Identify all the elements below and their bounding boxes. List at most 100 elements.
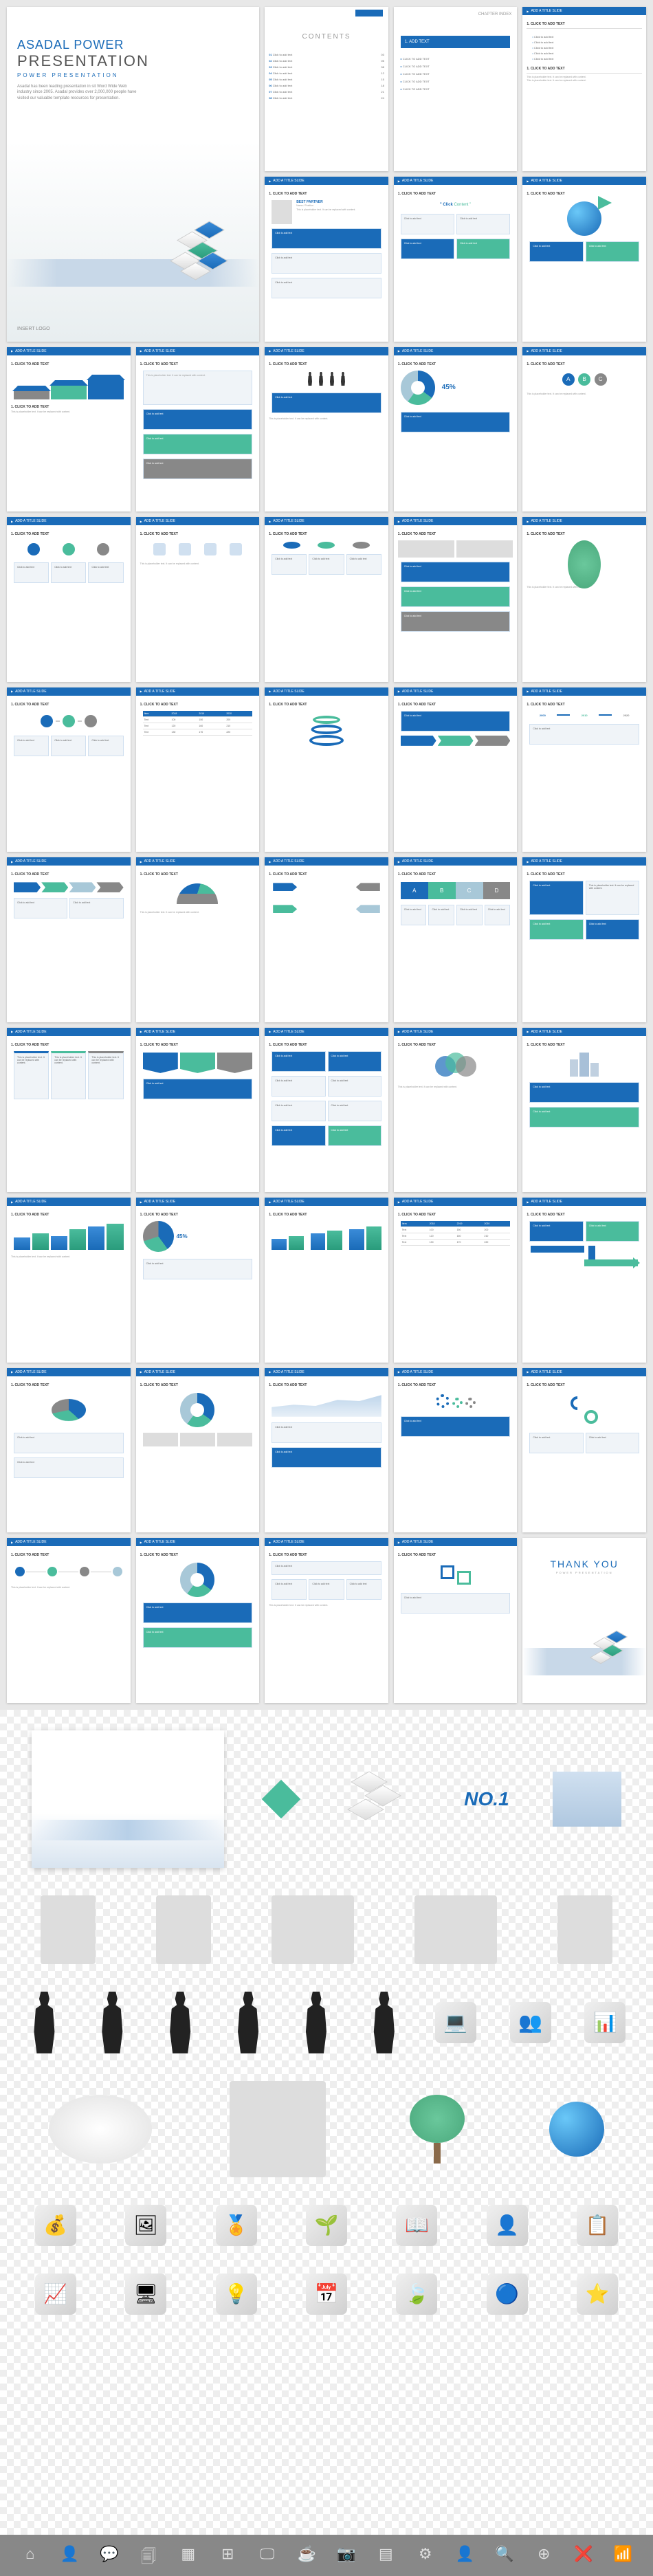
asset-silhouette — [27, 1992, 61, 2054]
globe-icon — [567, 201, 601, 236]
asset-person-photo — [230, 2081, 326, 2177]
slide-bar-chart: ADD A TITLE SLIDE 1. CLICK TO ADD TEXT T… — [7, 1198, 131, 1362]
puzzle-row: A B C D — [401, 882, 511, 899]
tree-graphic — [564, 540, 605, 582]
toolbar-icon[interactable]: 🗐 — [138, 2545, 159, 2566]
slide-hline: ADD A TITLE SLIDE 1. CLICK TO ADD TEXT T… — [7, 1538, 131, 1702]
asset-silhouette — [299, 1992, 333, 2054]
slide-half-donut: ADD A TITLE SLIDE 1. CLICK TO ADD TEXT T… — [136, 857, 260, 1022]
calendar-icon: 📅 — [306, 2274, 347, 2315]
slide-snake-arrow: ADD A TITLE SLIDE 1. CLICK TO ADD TEXT C… — [522, 1198, 646, 1362]
toolbar-icon[interactable]: ❌ — [573, 2545, 594, 2566]
asset-icon: 👥 — [510, 2002, 551, 2043]
money-bag-icon: 💰 — [35, 2205, 76, 2246]
slide-timeline-years: ADD A TITLE SLIDE 1. CLICK TO ADD TEXT 2… — [522, 687, 646, 852]
assets-section: NO.1 💻 👥 📊 💰 🖼 🏅 🌱 📖 👤 📋 📈 🖥 — [0, 1710, 653, 2535]
slide-list-grid: ADD A TITLE SLIDE 1. CLICK TO ADD TEXT C… — [265, 1028, 388, 1192]
letter-circles: A B C — [532, 372, 637, 387]
asset-person-photo — [156, 1895, 211, 1964]
slide-arrows: ADD A TITLE SLIDE 1. CLICK TO ADD TEXT 1… — [7, 347, 131, 511]
chapter-box: 1. ADD TEXT — [401, 36, 511, 48]
slide-boxes: ADD A TITLE SLIDE 1. CLICK TO ADD TEXT "… — [394, 177, 518, 341]
year-timeline: 2000 2010 2020 — [529, 714, 639, 717]
toolbar-icon[interactable]: ⌂ — [20, 2545, 41, 2566]
asset-silhouette — [163, 1992, 197, 2054]
snake-arrow — [531, 1246, 638, 1266]
toolbar-icon[interactable]: ⊕ — [533, 2545, 554, 2566]
asset-globe — [549, 2102, 604, 2157]
contents-slide: CONTENTS 01 Click to add text0302 Click … — [265, 7, 388, 171]
cube-graphic — [163, 218, 245, 300]
notepad-icon: 📋 — [577, 2205, 618, 2246]
contents-title: CONTENTS — [265, 33, 388, 41]
slide-gears: ADD A TITLE SLIDE 1. CLICK TO ADD TEXT C… — [394, 1368, 518, 1532]
slide-header: ADD A TITLE SLIDE — [522, 7, 646, 15]
slide-globe: ADD A TITLE SLIDE 1. CLICK TO ADD TEXT C… — [522, 177, 646, 341]
toolbar-icon[interactable]: 📶 — [612, 2545, 633, 2566]
toolbar-icon[interactable]: 🖵 — [257, 2545, 278, 2566]
asset-icon: 💻 — [435, 2002, 476, 2043]
slide-area: ADD A TITLE SLIDE 1. CLICK TO ADD TEXT C… — [265, 1368, 388, 1532]
asset-silhouette — [367, 1992, 401, 2054]
slide-donut-45: ADD A TITLE SLIDE 1. CLICK TO ADD TEXT 4… — [394, 347, 518, 511]
slide-tree: ADD A TITLE SLIDE 1. CLICK TO ADD TEXT T… — [522, 517, 646, 681]
x-flow — [273, 881, 380, 915]
venn-diagram — [435, 1053, 476, 1080]
toolbar-icon[interactable]: ▦ — [178, 2545, 199, 2566]
toolbar-icon[interactable]: 👤 — [59, 2545, 80, 2566]
asset-diamond — [262, 1779, 301, 1818]
donut-chart — [401, 371, 435, 405]
slide-pie: ADD A TITLE SLIDE 1. CLICK TO ADD TEXT 4… — [136, 1198, 260, 1362]
toolbar-icon[interactable]: ⚙ — [415, 2545, 436, 2566]
arrow-chart — [14, 372, 124, 399]
book-icon: 📖 — [396, 2205, 437, 2246]
people-silhouettes — [273, 371, 380, 388]
data-table: Item201820192020Text100150200Text1201602… — [401, 1221, 511, 1246]
building-graphic — [532, 1053, 637, 1077]
icon-row — [147, 543, 249, 555]
toolbar-icon[interactable]: ⊞ — [217, 2545, 238, 2566]
ribbon-row — [143, 1053, 253, 1073]
gauge-chart — [177, 883, 218, 904]
medal-icon: 🏅 — [216, 2205, 257, 2246]
toolbar-icon[interactable]: 👤 — [454, 2545, 475, 2566]
toolbar-icon[interactable]: ▤ — [375, 2545, 396, 2566]
toolbar-icon[interactable]: 📷 — [336, 2545, 357, 2566]
toolbar-icon[interactable]: 🔍 — [494, 2545, 515, 2566]
cover-title: ASADAL POWER — [17, 38, 249, 52]
asset-person-photo — [41, 1895, 96, 1964]
slide-donut-ppl: ADD A TITLE SLIDE 1. CLICK TO ADD TEXT — [136, 1368, 260, 1532]
slide-abc-circles: ADD A TITLE SLIDE 1. CLICK TO ADD TEXT A… — [522, 347, 646, 511]
slide-donut-small: ADD A TITLE SLIDE 1. CLICK TO ADD TEXT C… — [136, 1538, 260, 1702]
slide-3circles: ADD A TITLE SLIDE 1. CLICK TO ADD TEXT C… — [7, 517, 131, 681]
cover-slide: ASADAL POWER PRESENTATION POWER PRESENTA… — [7, 7, 259, 342]
asset-tree — [403, 2095, 472, 2164]
toolbar-icon[interactable]: 💬 — [99, 2545, 120, 2566]
profile-photo — [272, 200, 292, 224]
slide-grid: ASADAL POWER PRESENTATION POWER PRESENTA… — [0, 0, 653, 1710]
data-table: Item201820192020Text100150200Text1201602… — [143, 711, 253, 736]
slide-table-striped: ADD A TITLE SLIDE 1. CLICK TO ADD TEXT I… — [136, 687, 260, 852]
asset-icon: 📊 — [584, 2002, 626, 2043]
slide-grouped-bars: ADD A TITLE SLIDE 1. CLICK TO ADD TEXT — [265, 1198, 388, 1362]
slide-building: ADD A TITLE SLIDE 1. CLICK TO ADD TEXT C… — [522, 1028, 646, 1192]
slide-list-box: ADD A TITLE SLIDE 1. CLICK TO ADD TEXT T… — [136, 347, 260, 511]
process-arrows — [14, 882, 124, 892]
slide-x-diagram: ADD A TITLE SLIDE 1. CLICK TO ADD TEXT — [265, 857, 388, 1022]
slide-wire-boxes: ADD A TITLE SLIDE 1. CLICK TO ADD TEXT C… — [265, 1538, 388, 1702]
toolbar-icon[interactable]: ☕ — [296, 2545, 317, 2566]
slide-pie-3d: ADD A TITLE SLIDE 1. CLICK TO ADD TEXT C… — [7, 1368, 131, 1532]
leaf-icon: 🍃 — [396, 2274, 437, 2315]
cover-subtitle: PRESENTATION — [17, 52, 249, 70]
pie-chart — [143, 1221, 174, 1252]
slide-3panel: ADD A TITLE SLIDE 1. CLICK TO ADD TEXT T… — [7, 1028, 131, 1192]
slide-linked-circles: ADD A TITLE SLIDE 1. CLICK TO ADD TEXT C… — [7, 687, 131, 852]
star-icon: ⭐ — [577, 2274, 618, 2315]
photo-placeholder — [398, 540, 454, 558]
slide-text: ADD A TITLE SLIDE 1. CLICK TO ADD TEXT C… — [522, 7, 646, 171]
bulb-icon: 💡 — [216, 2274, 257, 2315]
sphere-icon: 🔵 — [487, 2274, 528, 2315]
toc-list: 01 Click to add text0302 Click to add te… — [265, 47, 388, 105]
bar-chart — [14, 1222, 124, 1250]
asset-background — [32, 1730, 224, 1868]
